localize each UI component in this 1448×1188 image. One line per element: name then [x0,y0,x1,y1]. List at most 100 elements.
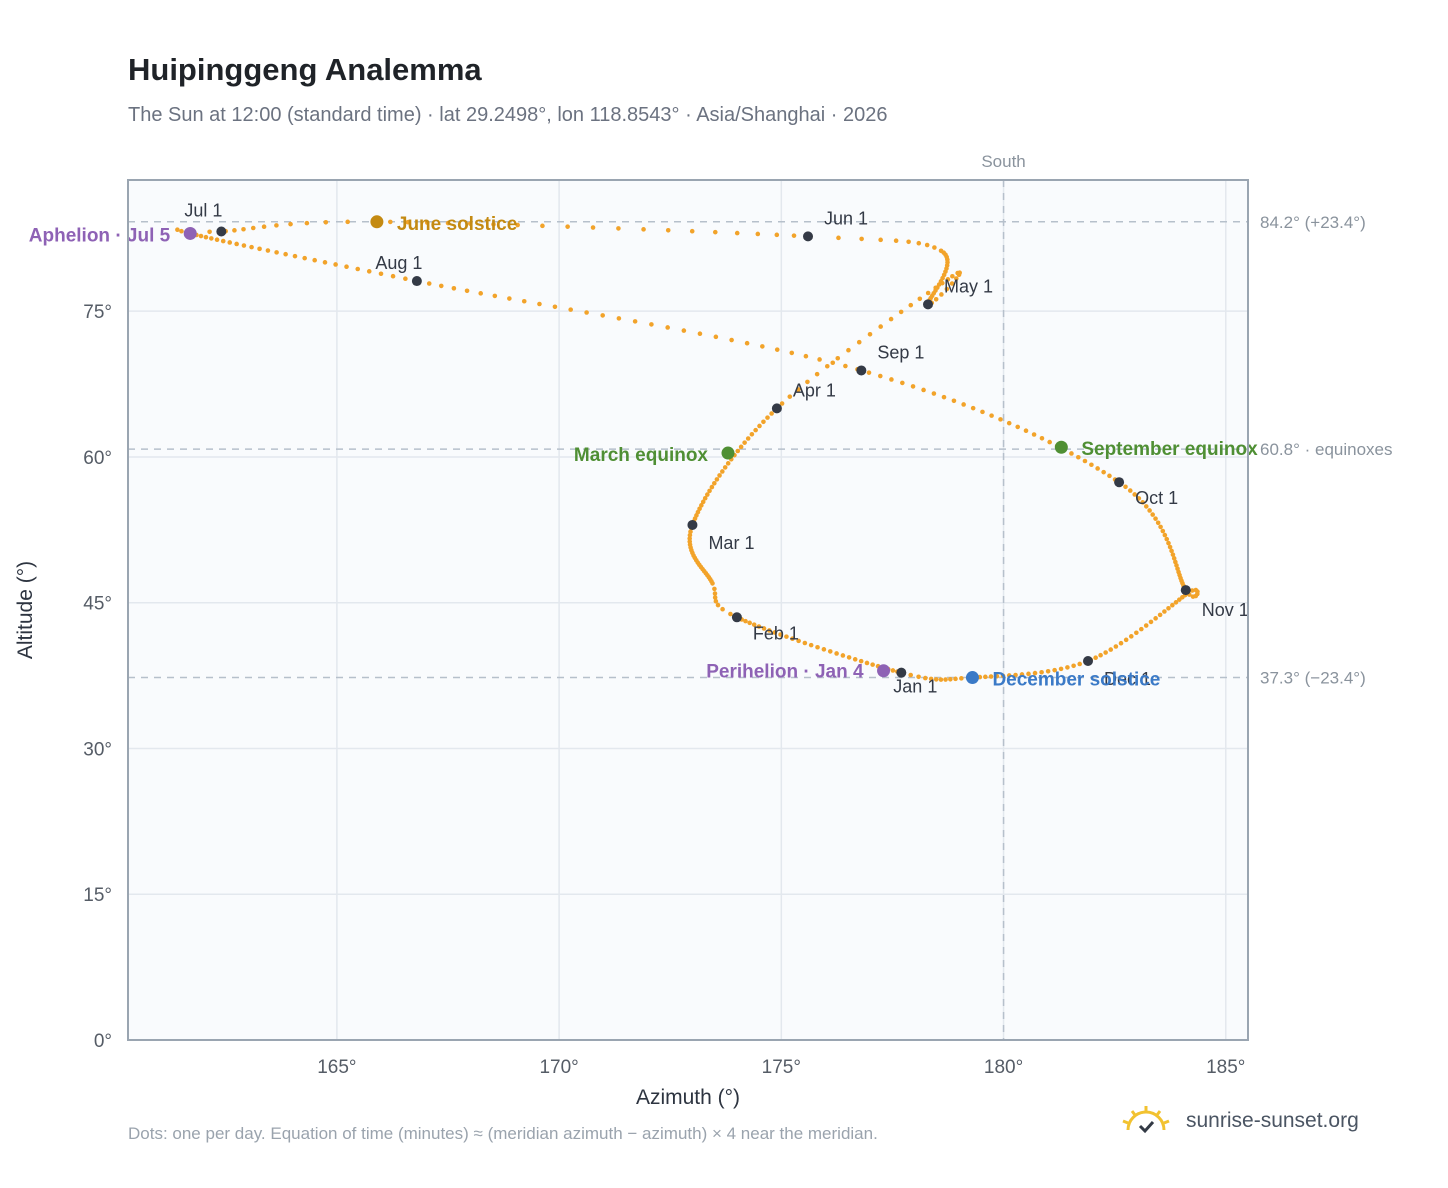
daily-sun-dot [747,620,752,626]
daily-sun-dot [852,657,858,662]
daily-sun-dot [632,319,638,324]
daily-sun-dot [980,409,985,415]
daily-sun-dot [933,677,939,682]
daily-sun-dot [867,331,873,337]
daily-sun-dot [949,281,955,286]
daily-sun-dot [1006,420,1012,426]
daily-sun-dot [378,271,384,277]
daily-sun-dot [304,220,310,226]
daily-sun-dot [761,419,766,425]
month-marker-label: Aug 1 [375,253,422,273]
daily-sun-dot [1103,650,1108,655]
daily-sun-dot [1134,630,1139,636]
daily-sun-dot [760,344,765,349]
daily-sun-dot [1128,634,1134,639]
daily-sun-dot [478,291,484,296]
daily-sun-dot [702,495,708,501]
daily-sun-dot [707,488,712,494]
daily-sun-dot [805,379,810,385]
daily-sun-dot [846,347,851,353]
daily-sun-dot [790,636,795,642]
daily-sun-dot [1158,524,1163,530]
event-marker [370,215,384,229]
daily-sun-dot [568,307,573,312]
daily-sun-dot [203,234,209,240]
month-marker-label: Feb 1 [753,623,799,643]
daily-sun-dot [1189,588,1195,593]
daily-sun-dot [908,672,914,678]
event-marker [1054,440,1068,454]
daily-sun-dot [846,655,852,660]
month-marker [856,365,867,376]
daily-sun-dot [1143,504,1149,509]
daily-sun-dot [983,674,988,680]
daily-sun-dot [464,288,470,294]
daily-sun-dot [388,219,393,225]
brand-logo[interactable]: sunrise-sunset.org [1120,1104,1359,1138]
daily-sun-dot [467,221,473,226]
month-marker [803,231,813,242]
daily-sun-dot [1162,609,1167,614]
daily-sun-dot [774,347,780,352]
daily-sun-dot [540,223,545,229]
daily-sun-dot [366,269,372,274]
daily-sun-dot [403,276,408,282]
daily-sun-dot [743,618,748,624]
daily-sun-dot [802,640,808,646]
daily-sun-dot [1150,512,1155,517]
daily-sun-dot [998,417,1003,422]
daily-sun-dot [1173,600,1179,605]
daily-sun-dot [1143,623,1149,628]
meridian-label: South [981,152,1025,171]
daily-sun-dot [767,628,772,633]
daily-sun-dot [1032,670,1038,676]
daily-sun-dot [333,262,338,267]
daily-sun-dot [989,413,994,418]
event-label: March equinox [574,445,709,466]
reference-line-label: 37.3° (−23.4°) [1260,669,1366,688]
daily-sun-dot [712,595,718,600]
daily-sun-dot [954,276,959,281]
daily-sun-dot [836,235,841,241]
y-tick-label: 30° [83,739,112,760]
daily-sun-dot [756,624,762,629]
daily-sun-dot [1123,484,1128,490]
daily-sun-dot [932,245,937,250]
daily-sun-dot [207,229,212,235]
daily-sun-dot [312,257,317,263]
event-label: Aphelion · Jul 5 [29,225,171,246]
daily-sun-dot [1108,647,1114,652]
daily-sun-dot [1164,536,1170,542]
daily-sun-dot [241,243,247,248]
daily-sun-dot [729,337,734,343]
daily-sun-dot [893,238,899,244]
daily-sun-dot [742,440,747,445]
daily-sun-dot [1013,672,1018,678]
x-tick-label: 175° [762,1057,801,1078]
daily-sun-dot [1082,458,1088,464]
daily-sun-dot [744,340,750,346]
x-tick-label: 185° [1206,1057,1245,1078]
month-marker [731,612,742,623]
daily-sun-dot [1170,602,1175,608]
daily-sun-dot [835,355,841,361]
daily-sun-dot [175,227,180,233]
daily-sun-dot [757,423,762,429]
month-marker [896,667,907,678]
daily-sun-dot [712,229,718,235]
brand-name: sunrise-sunset.org [1186,1109,1359,1132]
daily-sun-dot [772,630,778,635]
daily-sun-dot [1162,532,1168,538]
daily-sun-dot [878,237,883,243]
daily-sun-dot [910,384,916,389]
daily-sun-dot [1160,528,1166,534]
daily-sun-dot [681,328,687,333]
daily-sun-dot [751,622,757,627]
daily-sun-dot [265,248,271,253]
daily-sun-dot [1058,666,1064,672]
daily-sun-dot [700,499,706,505]
daily-sun-dot [344,264,349,270]
daily-sun-dot [916,674,921,680]
y-tick-label: 45° [83,594,112,615]
daily-sun-dot [938,248,944,254]
